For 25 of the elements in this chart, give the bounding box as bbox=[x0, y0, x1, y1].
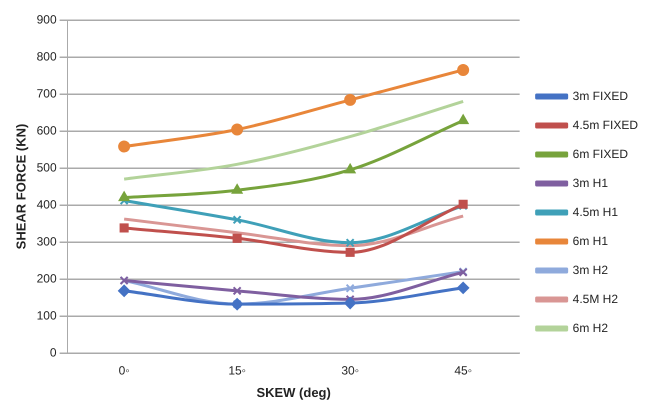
legend-label: 6m H2 bbox=[572, 320, 608, 335]
y-tick-label: 700 bbox=[36, 86, 57, 100]
legend-label: 4.5M H2 bbox=[572, 292, 618, 306]
y-tick-label: 0 bbox=[50, 345, 57, 360]
y-tick-label: 600 bbox=[36, 123, 57, 138]
legend-label: 3m FIXED bbox=[572, 88, 628, 103]
x-tick-label: 45◦ bbox=[454, 364, 472, 378]
y-tick-label: 800 bbox=[36, 49, 57, 64]
legend-label: 4.5m FIXED bbox=[572, 118, 638, 132]
y-tick-label: 300 bbox=[36, 234, 57, 248]
legend-label: 6m H1 bbox=[572, 234, 608, 248]
x-tick-label: 30◦ bbox=[341, 364, 359, 378]
legend-label: 3m H2 bbox=[572, 262, 608, 277]
y-tick-label: 400 bbox=[36, 197, 57, 212]
y-tick-label: 500 bbox=[36, 160, 57, 174]
legend-label: 3m H1 bbox=[572, 176, 608, 190]
y-axis-title: SHEAR FORCE (KN) bbox=[13, 124, 28, 250]
y-tick-label: 200 bbox=[36, 271, 57, 286]
y-tick-label: 900 bbox=[36, 12, 57, 26]
legend-label: 4.5m H1 bbox=[572, 204, 618, 219]
y-tick-label: 100 bbox=[36, 308, 57, 322]
x-tick-label: 15◦ bbox=[228, 364, 246, 378]
legend-label: 6m FIXED bbox=[572, 146, 628, 161]
x-axis-title: SKEW (deg) bbox=[256, 384, 331, 400]
x-tick-label: 0◦ bbox=[118, 364, 130, 378]
